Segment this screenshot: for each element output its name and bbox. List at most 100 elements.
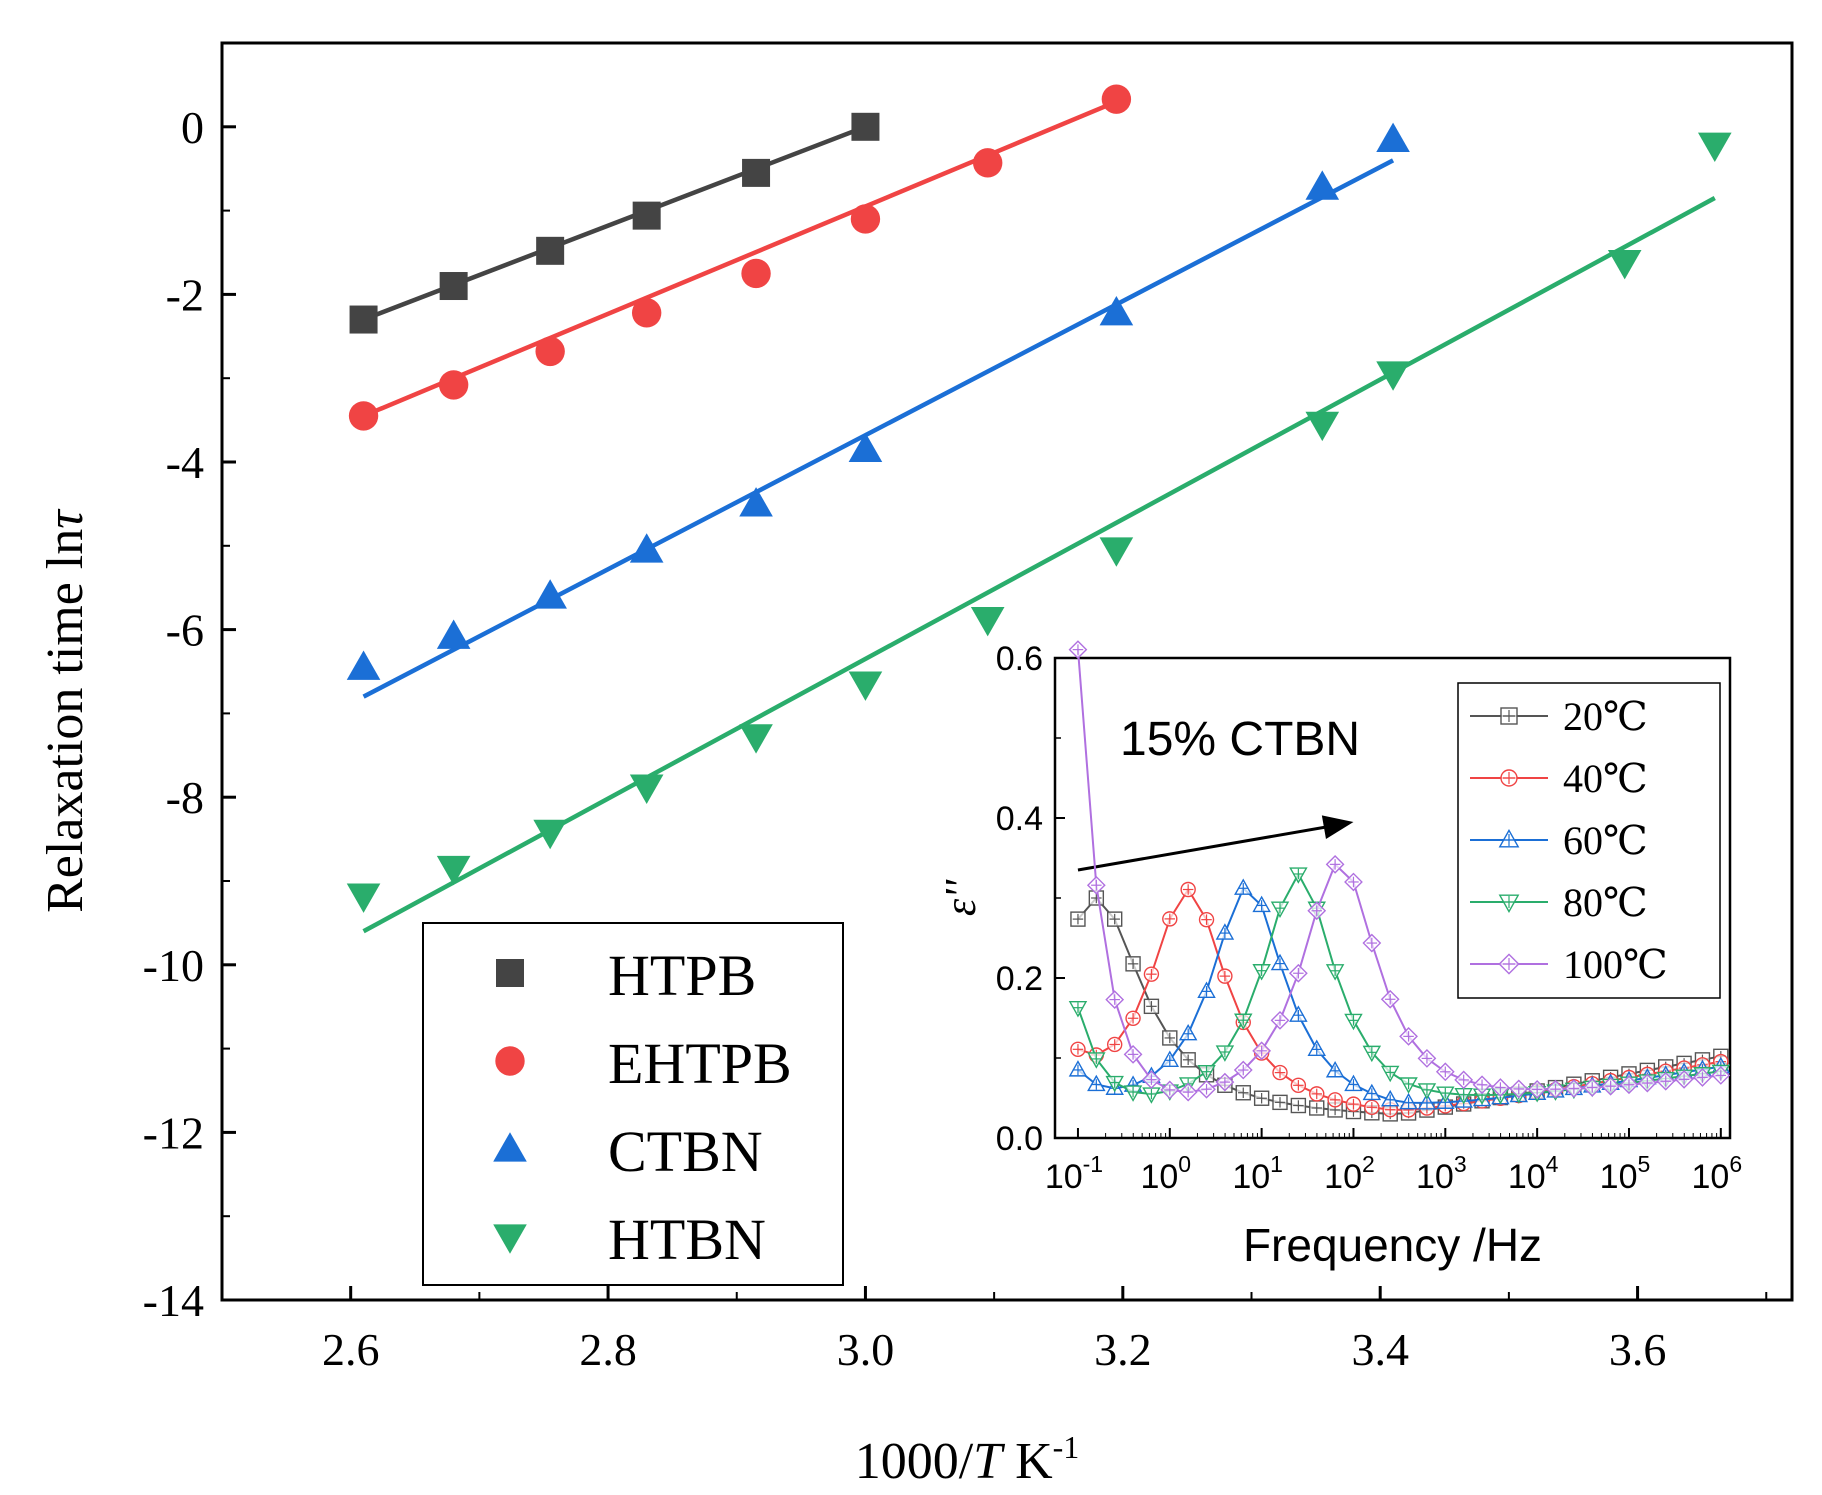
- y-tick-label: 0: [181, 102, 204, 153]
- data-point-ehtpb: [348, 401, 379, 431]
- inset-point-4: [1307, 901, 1327, 921]
- inset-point-2: [1270, 953, 1290, 971]
- inset-point-1: [1162, 911, 1178, 927]
- x-tick-label: 3.0: [837, 1324, 895, 1375]
- inset-point-4: [1105, 990, 1125, 1009]
- inset-x-tick-exp: 4: [1546, 1151, 1559, 1177]
- legend-label-htpb: HTPB: [608, 943, 756, 1008]
- y-tick-label: -14: [143, 1275, 204, 1326]
- data-point-htbn: [1376, 361, 1410, 391]
- inset-legend-marker-2: [1498, 828, 1520, 848]
- inset-point-1: [1327, 1092, 1343, 1108]
- inset-point-3: [1344, 1013, 1363, 1031]
- legend-marker-ehtpb: [495, 1046, 525, 1076]
- data-point-ehtpb: [972, 148, 1003, 178]
- x-axis-label-sup: -1: [1053, 1429, 1080, 1465]
- data-point-ctbn: [436, 619, 471, 649]
- data-point-ctbn: [1376, 122, 1410, 152]
- inset-point-4: [1215, 1072, 1235, 1092]
- inset-x-tick-exp: 6: [1729, 1151, 1742, 1177]
- inset-x-tick-base: 10: [1416, 1158, 1454, 1196]
- data-point-htbn: [1305, 411, 1340, 442]
- inset-legend-marker-0: [1500, 707, 1518, 725]
- inset-point-2: [1362, 1083, 1382, 1101]
- main-legend: [422, 922, 844, 1286]
- inset-legend-marker-4: [1498, 953, 1520, 975]
- y-axis-label: Relaxation time lnτ: [37, 508, 94, 913]
- inset-point-0: [1235, 1085, 1251, 1101]
- inset-point-2: [1307, 1039, 1326, 1057]
- inset-legend-label-4: 100℃: [1563, 942, 1668, 987]
- inset-point-2: [1344, 1074, 1363, 1092]
- inset-point-4: [1086, 875, 1106, 895]
- x-tick-label: 3.4: [1351, 1324, 1409, 1375]
- inset-y-tick-label: 0.4: [996, 800, 1043, 838]
- inset-point-3: [1289, 867, 1308, 884]
- inset-point-4: [1656, 1071, 1676, 1091]
- inset-point-4: [1252, 1041, 1272, 1061]
- inset-y-tick-label: 0.0: [996, 1120, 1043, 1158]
- inset-point-1: [1309, 1086, 1325, 1102]
- inset-point-0: [1253, 1090, 1270, 1106]
- inset-plot: 0.00.20.40.610-1 100 101 102 103 104 105 106Fre…: [936, 640, 1742, 1271]
- inset-point-3: [1417, 1083, 1437, 1100]
- inset-x-tick-base: 10: [1692, 1158, 1730, 1196]
- inset-x-tick-exp: 0: [1178, 1151, 1191, 1177]
- inset-legend-marker-1: [1500, 769, 1518, 787]
- inset-point-3: [1399, 1077, 1418, 1094]
- inset-point-1: [1290, 1077, 1307, 1094]
- inset-x-tick-label: 102: [1324, 1151, 1375, 1196]
- data-point-htbn: [1099, 537, 1134, 567]
- inset-point-4: [1178, 1082, 1198, 1102]
- inset-y-tick-label: 0.2: [996, 960, 1043, 998]
- inset-x-tick-exp: 5: [1637, 1151, 1650, 1177]
- x-tick-label: 2.8: [579, 1324, 637, 1375]
- data-point-ehtpb: [1101, 84, 1132, 114]
- data-point-ehtpb: [631, 298, 662, 328]
- data-point-ctbn: [533, 579, 567, 609]
- inset-point-1: [1143, 966, 1160, 982]
- y-tick-label: -2: [166, 269, 204, 320]
- y-tick-label: -6: [166, 605, 204, 656]
- inset-point-2: [1197, 981, 1216, 999]
- inset-point-2: [1380, 1089, 1400, 1107]
- inset-y-axis-label: ε'': [936, 878, 985, 916]
- inset-point-4: [1527, 1080, 1547, 1099]
- inset-point-2: [1215, 923, 1235, 940]
- legend-marker-htbn: [493, 1224, 527, 1254]
- inset-point-0: [1272, 1094, 1288, 1111]
- data-point-ctbn: [629, 533, 664, 563]
- inset-point-0: [1143, 998, 1160, 1015]
- inset-point-3: [1234, 1013, 1253, 1031]
- data-point-ctbn: [848, 432, 883, 463]
- x-axis-label-unit: K: [1002, 1433, 1053, 1490]
- shift-arrow-head: [1321, 815, 1354, 839]
- fit-line-htpb: [362, 124, 867, 322]
- legend-label-ctbn: CTBN: [608, 1119, 763, 1184]
- data-point-htbn: [346, 883, 381, 913]
- inset-point-1: [1364, 1099, 1380, 1116]
- legend-marker-ctbn: [493, 1132, 527, 1162]
- y-tick-label: -10: [143, 940, 204, 991]
- inset-point-4: [1693, 1068, 1712, 1087]
- inset-point-4: [1270, 1010, 1290, 1030]
- inset-point-4: [1288, 963, 1308, 983]
- inset-point-3: [1270, 901, 1290, 918]
- inset-point-1: [1180, 881, 1196, 898]
- data-point-ehtpb: [741, 258, 771, 289]
- inset-annotation: 15% CTBN: [1120, 713, 1360, 766]
- inset-point-4: [1509, 1079, 1529, 1099]
- inset-point-0: [1290, 1097, 1307, 1114]
- inset-x-tick-base: 10: [1140, 1158, 1178, 1196]
- data-point-htbn: [848, 671, 883, 701]
- inset-point-2: [1399, 1092, 1418, 1110]
- inset-point-4: [1399, 1026, 1418, 1046]
- data-point-htbn: [970, 606, 1005, 637]
- data-point-ctbn: [346, 650, 381, 680]
- inset-point-0: [1106, 911, 1123, 927]
- inset-point-4: [1068, 640, 1088, 660]
- inset-point-4: [1711, 1066, 1731, 1085]
- data-point-ehtpb: [850, 204, 881, 234]
- inset-point-1: [1125, 1010, 1141, 1026]
